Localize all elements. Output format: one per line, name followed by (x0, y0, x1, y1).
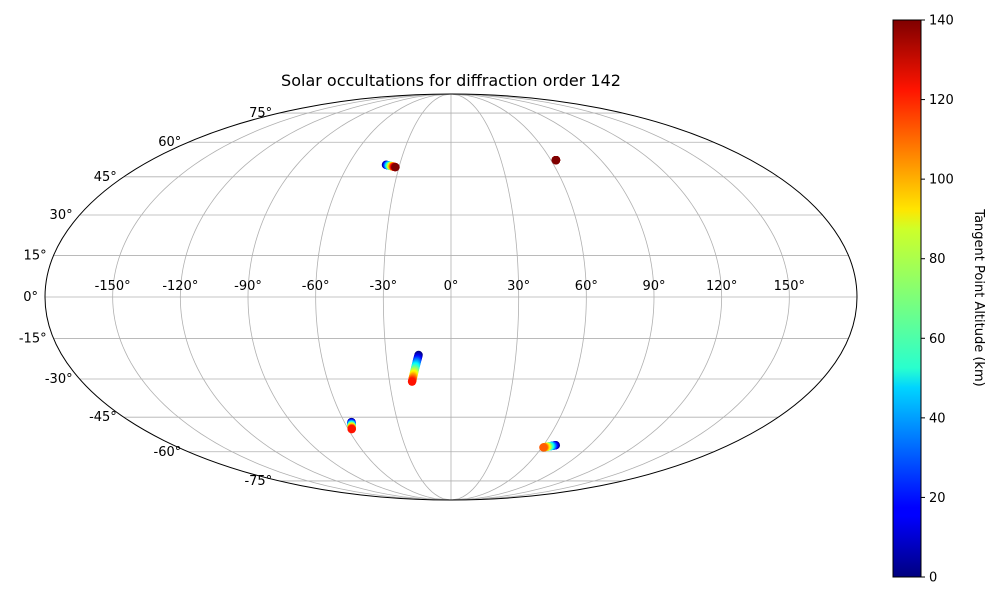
colorbar-tick-label: 20 (929, 491, 946, 506)
longitude-tick-label: -60° (302, 279, 330, 294)
latitude-tick-label: -60° (154, 445, 182, 460)
occultation-point (551, 155, 561, 165)
occultation-points (347, 155, 561, 452)
latitude-tick-label: -30° (45, 372, 73, 387)
grid-meridian (450, 94, 723, 500)
latitude-tick-label: 0° (23, 290, 38, 305)
colorbar-tick-label: 40 (929, 411, 946, 426)
grid-meridian (179, 94, 452, 500)
longitude-tick-label: -150° (95, 279, 131, 294)
grid-meridian (450, 94, 520, 500)
latitude-tick-label: 45° (94, 170, 117, 185)
longitude-tick-label: -90° (234, 279, 262, 294)
occultation-point (347, 424, 356, 434)
colorbar: 0 20 40 60 80 100 120 140 Tangent Point Altitud… (892, 14, 986, 586)
occultation-point (539, 443, 548, 452)
colorbar-ticks: 0 20 40 60 80 100 120 140 (921, 14, 954, 586)
colorbar-tick-label: 80 (929, 252, 946, 267)
colorbar-tick-label: 60 (929, 332, 946, 347)
longitude-tick-labels: -150° -120° -90° -60° -30° 0° 30° 60° 90° 120° 150… (95, 279, 805, 294)
longitude-tick-label: -30° (369, 279, 397, 294)
map-grid (45, 94, 857, 500)
longitude-tick-label: 120° (706, 279, 737, 294)
grid-meridian (450, 94, 587, 500)
colorbar-label: Tangent Point Altitude (km) (971, 208, 986, 386)
latitude-tick-label: 60° (158, 135, 181, 150)
longitude-tick-label: 30° (507, 279, 530, 294)
colorbar-tick-label: 140 (929, 14, 954, 29)
longitude-tick-label: 60° (575, 279, 598, 294)
occultation-point (407, 377, 417, 386)
longitude-tick-label: 150° (774, 279, 805, 294)
longitude-tick-label: -120° (162, 279, 198, 294)
longitude-tick-label: 90° (642, 279, 665, 294)
latitude-tick-label: 75° (249, 106, 272, 121)
colorbar-tick-label: 0 (929, 571, 937, 586)
grid-meridian (382, 94, 452, 500)
grid-meridian (315, 94, 452, 500)
latitude-tick-label: 15° (24, 248, 47, 263)
latitude-tick-labels: 75° 60° 45° 30° 15° 0° -15° -30° -45° -60° -75° (19, 106, 272, 489)
colorbar-tick-label: 120 (929, 93, 954, 108)
chart-title: Solar occultations for diffraction order… (281, 71, 621, 90)
grid-meridian (450, 94, 655, 500)
map-boundary (44, 93, 858, 501)
grid-meridian (450, 94, 790, 500)
latitude-tick-label: -15° (19, 332, 47, 347)
grid-meridian (247, 94, 452, 500)
latitude-tick-label: -45° (89, 410, 117, 425)
longitude-tick-label: 0° (444, 279, 459, 294)
colorbar-gradient (892, 19, 922, 578)
occultation-point (391, 162, 400, 172)
colorbar-tick-label: 100 (929, 173, 954, 188)
latitude-tick-label: 30° (50, 208, 73, 223)
latitude-tick-label: -75° (244, 474, 272, 489)
grid-meridian (112, 94, 452, 500)
